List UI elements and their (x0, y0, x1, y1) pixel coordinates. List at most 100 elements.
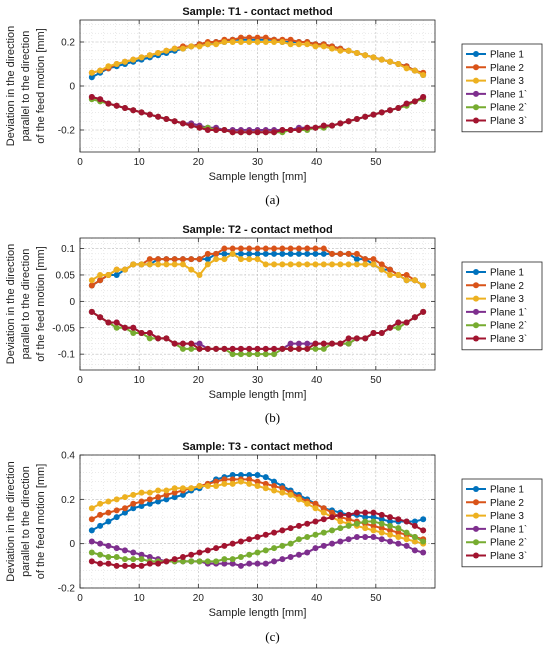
data-point (329, 250, 336, 257)
data-point (254, 256, 261, 263)
data-point (362, 509, 369, 516)
data-point (138, 498, 145, 505)
data-point (229, 129, 236, 136)
data-point (155, 494, 162, 501)
data-point (254, 345, 261, 352)
data-point (320, 529, 327, 536)
x-tick-label: 0 (77, 375, 83, 386)
data-point (237, 39, 244, 45)
data-point (403, 65, 410, 72)
data-point (362, 256, 369, 263)
data-point (287, 525, 294, 532)
data-point (287, 540, 294, 547)
data-point (130, 56, 137, 63)
data-point (304, 261, 311, 268)
data-point (345, 516, 352, 523)
data-point (163, 496, 170, 503)
data-point (97, 500, 104, 507)
data-point (171, 261, 178, 268)
data-point (287, 261, 294, 268)
data-point (155, 560, 162, 567)
data-point (113, 507, 120, 514)
legend-entry: Plane 1` (466, 523, 527, 535)
data-point (279, 556, 286, 563)
data-point (362, 335, 369, 342)
legend-entry: Plane 1` (466, 306, 527, 318)
data-point (113, 61, 120, 67)
data-point (353, 534, 360, 541)
data-point (121, 562, 128, 569)
data-point (105, 63, 112, 70)
data-point (188, 345, 195, 352)
y-tick-label: 0.2 (61, 38, 75, 49)
data-point (411, 534, 418, 541)
data-point (370, 330, 377, 337)
data-point (196, 256, 203, 263)
data-point (387, 538, 394, 545)
data-point (378, 266, 385, 273)
data-point (130, 324, 137, 331)
data-point (312, 250, 319, 257)
y-tick-label: -0.2 (58, 126, 76, 137)
data-point (221, 127, 228, 133)
data-point (229, 245, 236, 252)
data-point (229, 250, 236, 257)
legend-label: Plane 1 (490, 485, 524, 496)
data-point (237, 256, 244, 263)
data-point (262, 531, 269, 538)
data-point (130, 549, 137, 556)
data-point (213, 483, 220, 490)
data-point (246, 480, 253, 487)
data-point (395, 516, 402, 523)
data-point (188, 266, 195, 273)
data-point (171, 485, 178, 492)
data-point (97, 551, 104, 558)
data-point (88, 69, 95, 76)
data-point (353, 520, 360, 527)
data-point (320, 340, 327, 347)
data-point (105, 509, 112, 516)
data-point (262, 34, 269, 41)
legend-label: Plane 3 (490, 294, 524, 305)
data-point (279, 261, 286, 268)
legend-swatch-marker (473, 552, 479, 559)
legend-swatch-marker (473, 117, 479, 124)
data-point (345, 47, 352, 54)
legend-entry: Plane 1 (466, 485, 524, 496)
data-point (295, 345, 302, 352)
data-point (229, 476, 236, 483)
data-point (271, 39, 278, 45)
data-point (121, 505, 128, 512)
data-point (113, 496, 120, 503)
y-tick-label: 0 (69, 297, 75, 308)
data-point (262, 474, 269, 481)
data-point (196, 483, 203, 490)
legend-entry: Plane 1` (466, 88, 527, 100)
data-point (121, 105, 128, 111)
series-6 (88, 308, 427, 352)
data-point (113, 562, 120, 569)
data-point (246, 245, 253, 252)
data-point (105, 319, 112, 326)
data-point (370, 518, 377, 525)
data-point (378, 516, 385, 523)
legend-label: Plane 2` (490, 102, 527, 114)
data-point (271, 478, 278, 485)
data-point (262, 250, 269, 257)
data-point (204, 261, 211, 268)
data-point (378, 330, 385, 337)
data-point (312, 545, 319, 552)
data-point (155, 50, 162, 56)
data-point (304, 340, 311, 347)
data-point (97, 67, 104, 74)
data-point (320, 250, 327, 257)
data-point (387, 107, 394, 114)
y-axis-label-line: of the feed motion [mm] (35, 464, 47, 580)
data-point (420, 308, 427, 315)
data-point (204, 256, 211, 263)
data-point (370, 534, 377, 541)
legend-entry: Plane 2` (466, 320, 527, 332)
data-point (88, 558, 95, 565)
data-point (130, 562, 137, 569)
data-point (113, 319, 120, 326)
